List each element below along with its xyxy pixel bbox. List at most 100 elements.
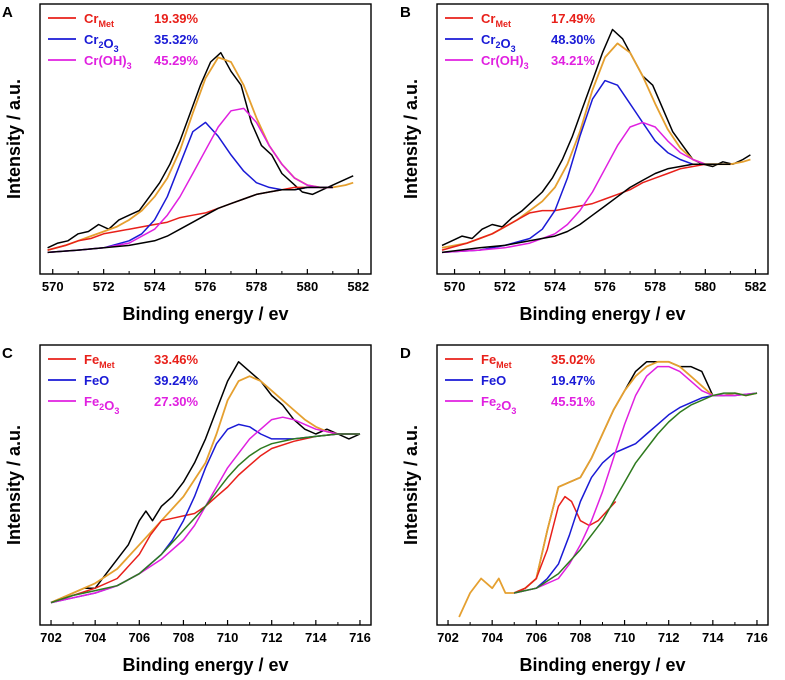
series-line-background xyxy=(441,163,731,254)
legend-label: FeO xyxy=(84,373,109,388)
series-line-background xyxy=(50,433,360,604)
legend-percent: 27.30% xyxy=(154,394,199,409)
legend-label: FeMet xyxy=(84,352,115,370)
legend-label: Cr(OH)3 xyxy=(481,53,529,71)
legend-percent: 45.51% xyxy=(551,394,596,409)
legend-label: Cr2O3 xyxy=(84,32,119,54)
x-tick-label: 578 xyxy=(246,279,268,294)
legend-percent: 19.39% xyxy=(154,11,199,26)
legend-percent: 35.02% xyxy=(551,352,596,367)
series-line-measured xyxy=(50,361,361,604)
legend-entry: Cr(OH)3 34.21% xyxy=(445,53,596,71)
y-axis-title: Intensity / a.u. xyxy=(401,425,421,545)
legend: CrMet 17.49% Cr2O3 48.30% Cr(OH)3 34.21% xyxy=(445,11,596,71)
series-line-cr-oh-3 xyxy=(441,121,731,254)
legend-label: Cr2O3 xyxy=(481,32,516,54)
panel-letter: A xyxy=(2,4,13,21)
panel-a: A 570 572 574 576 578 580 582 Binding energy / e… xyxy=(2,3,372,324)
legend-percent: 45.29% xyxy=(154,53,199,68)
panel-c: C 702 704 706 708 710 712 714 716 Binding energy … xyxy=(2,344,372,675)
x-tick-label: 574 xyxy=(544,279,566,294)
x-tick-label: 572 xyxy=(93,279,115,294)
legend-entry: Cr(OH)3 45.29% xyxy=(48,53,199,71)
x-tick-label: 712 xyxy=(658,630,680,645)
x-tick-label: 712 xyxy=(261,630,283,645)
series-line-fe2o3 xyxy=(50,416,360,604)
x-tick-label: 714 xyxy=(305,630,327,645)
panel-letter: C xyxy=(2,345,13,362)
x-tick-label: 714 xyxy=(702,630,724,645)
x-tick-label: 702 xyxy=(437,630,459,645)
legend-percent: 48.30% xyxy=(551,32,596,47)
legend-entry: Fe2O3 27.30% xyxy=(48,394,199,416)
series-line-background xyxy=(514,392,758,594)
legend-label: CrMet xyxy=(84,11,114,29)
y-axis-title: Intensity / a.u. xyxy=(401,79,421,199)
legend-percent: 33.46% xyxy=(154,352,199,367)
series-line-fe2o3 xyxy=(514,365,758,594)
series-group xyxy=(458,360,758,618)
series-group xyxy=(47,51,354,254)
legend-entry: CrMet 19.39% xyxy=(48,11,199,29)
x-tick-label: 710 xyxy=(614,630,636,645)
legend-label: CrMet xyxy=(481,11,511,29)
series-line-cr-met xyxy=(47,186,333,251)
x-tick-label: 570 xyxy=(42,279,64,294)
legend-entry: FeO 19.47% xyxy=(445,373,596,388)
x-tick-label: 702 xyxy=(40,630,62,645)
legend-entry: FeMet 35.02% xyxy=(445,352,596,370)
series-group xyxy=(50,361,361,604)
legend: CrMet 19.39% Cr2O3 35.32% Cr(OH)3 45.29% xyxy=(48,11,199,71)
x-tick-label: 704 xyxy=(84,630,106,645)
x-tick-label: 716 xyxy=(746,630,768,645)
x-tick-label: 572 xyxy=(494,279,516,294)
x-tick-label: 582 xyxy=(745,279,767,294)
legend-entry: Fe2O3 45.51% xyxy=(445,394,596,416)
legend-entry: Cr2O3 48.30% xyxy=(445,32,596,54)
series-line-fit-envelope xyxy=(458,360,758,618)
y-axis-title: Intensity / a.u. xyxy=(4,79,24,199)
x-tick-label: 576 xyxy=(195,279,217,294)
series-line-fit-envelope xyxy=(50,375,360,604)
legend: FeMet 35.02% FeO 19.47% Fe2O3 45.51% xyxy=(445,352,596,416)
x-tick-label: 708 xyxy=(570,630,592,645)
x-tick-label: 706 xyxy=(128,630,150,645)
series-line-feo xyxy=(50,423,360,604)
x-tick-label: 710 xyxy=(217,630,239,645)
legend-percent: 35.32% xyxy=(154,32,199,47)
x-tick-label: 706 xyxy=(525,630,547,645)
x-axis-title: Binding energy / ev xyxy=(519,304,685,324)
x-tick-label: 580 xyxy=(694,279,716,294)
legend-label: FeO xyxy=(481,373,506,388)
x-tick-label: 704 xyxy=(481,630,503,645)
legend-entry: CrMet 17.49% xyxy=(445,11,596,29)
x-tick-label: 574 xyxy=(144,279,166,294)
series-line-background xyxy=(47,186,333,254)
x-tick-label: 576 xyxy=(594,279,616,294)
series-line-cr-oh-3 xyxy=(47,107,333,254)
legend-label: Fe2O3 xyxy=(84,394,119,416)
legend-entry: FeMet 33.46% xyxy=(48,352,199,370)
x-tick-label: 716 xyxy=(349,630,371,645)
legend: FeMet 33.46% FeO 39.24% Fe2O3 27.30% xyxy=(48,352,199,416)
legend-percent: 17.49% xyxy=(551,11,596,26)
x-tick-label: 708 xyxy=(173,630,195,645)
legend-label: FeMet xyxy=(481,352,512,370)
legend-entry: Cr2O3 35.32% xyxy=(48,32,199,54)
panel-letter: D xyxy=(400,345,411,362)
x-axis-title: Binding energy / ev xyxy=(122,304,288,324)
x-tick-label: 570 xyxy=(444,279,466,294)
series-line-cr2o3 xyxy=(441,79,731,254)
x-tick-label: 578 xyxy=(644,279,666,294)
series-line-feo xyxy=(514,392,758,594)
legend-label: Fe2O3 xyxy=(481,394,516,416)
panel-b: B 570 572 574 576 578 580 582 Binding energy / e… xyxy=(400,3,769,324)
x-tick-label: 582 xyxy=(347,279,369,294)
panel-letter: B xyxy=(400,4,411,21)
x-axis-title: Binding energy / ev xyxy=(122,655,288,675)
series-line-fit-envelope xyxy=(441,42,751,249)
legend-percent: 34.21% xyxy=(551,53,596,68)
plot-frame xyxy=(436,3,769,275)
series-line-measured xyxy=(47,51,354,249)
